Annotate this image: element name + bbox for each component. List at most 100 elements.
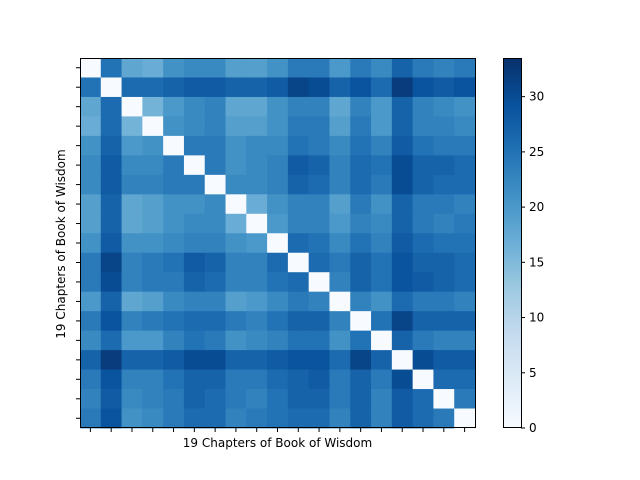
- x-axis-ticks: [89, 428, 466, 432]
- heatmap-cell: [225, 252, 247, 273]
- heatmap-cell: [121, 116, 143, 137]
- heatmap-cell: [391, 350, 414, 370]
- heatmap-cell: [163, 369, 185, 390]
- colorbar-tick-label: 15: [529, 255, 544, 269]
- heatmap-cell: [246, 311, 268, 332]
- heatmap-cell: [183, 350, 206, 370]
- heatmap-cell: [121, 96, 143, 117]
- heatmap-cell: [183, 174, 206, 195]
- heatmap-cell: [454, 350, 476, 370]
- heatmap-cell: [391, 174, 414, 195]
- heatmap-cell: [142, 58, 164, 78]
- heatmap-cell: [350, 116, 372, 137]
- heatmap-cell: [163, 272, 185, 293]
- heatmap-cell: [246, 96, 268, 117]
- heatmap-cell: [121, 58, 143, 78]
- heatmap-cell: [350, 58, 372, 78]
- heatmap-cell: [204, 369, 226, 390]
- heatmap-cell: [329, 174, 351, 195]
- heatmap-cell: [225, 58, 247, 78]
- heatmap-cell: [225, 233, 247, 254]
- heatmap-cell: [391, 135, 414, 156]
- heatmap-cell: [308, 155, 330, 176]
- heatmap-cell: [371, 58, 393, 78]
- heatmap-cell: [225, 96, 247, 117]
- heatmap-cell: [329, 96, 351, 117]
- heatmap-cell: [267, 272, 289, 293]
- x-axis-label: 19 Chapters of Book of Wisdom: [182, 436, 373, 450]
- heatmap-cell: [412, 408, 434, 429]
- heatmap-cell: [267, 330, 289, 351]
- heatmap-cell: [454, 272, 476, 293]
- heatmap-cell: [350, 389, 372, 409]
- y-axis-ticks: [76, 67, 80, 419]
- heatmap-cell: [225, 194, 247, 215]
- heatmap-cell: [100, 311, 122, 332]
- heatmap-cells: [80, 58, 476, 429]
- heatmap-cell: [80, 155, 102, 176]
- heatmap-cell: [100, 155, 122, 176]
- heatmap-cell: [163, 155, 185, 176]
- heatmap-cell: [142, 194, 164, 215]
- heatmap-cell: [454, 194, 476, 215]
- heatmap-cell: [204, 77, 226, 98]
- heatmap-cell: [100, 408, 122, 429]
- heatmap-cell: [350, 233, 372, 254]
- heatmap-cell: [121, 408, 143, 429]
- heatmap-cell: [204, 194, 226, 215]
- heatmap-cell: [225, 389, 247, 409]
- heatmap-cell: [121, 135, 143, 156]
- heatmap-cell: [163, 213, 185, 234]
- heatmap-cell: [142, 96, 164, 117]
- heatmap-cell: [204, 350, 226, 370]
- heatmap-cell: [371, 389, 393, 409]
- heatmap-cell: [142, 233, 164, 254]
- heatmap-cell: [350, 96, 372, 117]
- heatmap-cell: [204, 291, 226, 312]
- heatmap-cell: [454, 369, 476, 390]
- heatmap-cell: [163, 174, 185, 195]
- heatmap-cell: [287, 96, 310, 117]
- heatmap-cell: [287, 389, 310, 409]
- heatmap-cell: [80, 252, 102, 273]
- heatmap-cell: [433, 311, 455, 332]
- heatmap-cell: [80, 213, 102, 234]
- heatmap-cell: [287, 155, 310, 176]
- heatmap-cell: [225, 116, 247, 137]
- colorbar-frame: [503, 58, 522, 428]
- colorbar-tick-label: 20: [529, 200, 544, 214]
- heatmap-cell: [142, 291, 164, 312]
- heatmap-cell: [183, 96, 206, 117]
- heatmap-cell: [350, 408, 372, 429]
- heatmap-cell: [433, 77, 455, 98]
- heatmap-cell: [350, 272, 372, 293]
- heatmap-cell: [204, 174, 226, 195]
- heatmap-cell: [267, 233, 289, 254]
- heatmap-cell: [100, 96, 122, 117]
- heatmap-cell: [204, 408, 226, 429]
- heatmap-cell: [454, 291, 476, 312]
- heatmap-cell: [246, 213, 268, 234]
- heatmap-cell: [412, 96, 434, 117]
- heatmap-cell: [163, 96, 185, 117]
- heatmap-cell: [80, 330, 102, 351]
- heatmap-cell: [371, 408, 393, 429]
- heatmap-cell: [371, 77, 393, 98]
- heatmap-cell: [454, 155, 476, 176]
- heatmap-cell: [246, 389, 268, 409]
- heatmap-cell: [100, 194, 122, 215]
- heatmap-cell: [329, 408, 351, 429]
- heatmap-cell: [329, 116, 351, 137]
- heatmap-cell: [142, 252, 164, 273]
- heatmap-cell: [183, 408, 206, 429]
- heatmap-cell: [121, 311, 143, 332]
- heatmap-cell: [183, 77, 206, 98]
- heatmap-cell: [183, 213, 206, 234]
- heatmap-cell: [163, 311, 185, 332]
- heatmap-cell: [391, 96, 414, 117]
- heatmap-cell: [308, 272, 330, 293]
- heatmap-cell: [267, 252, 289, 273]
- heatmap-cell: [412, 194, 434, 215]
- heatmap-cell: [80, 311, 102, 332]
